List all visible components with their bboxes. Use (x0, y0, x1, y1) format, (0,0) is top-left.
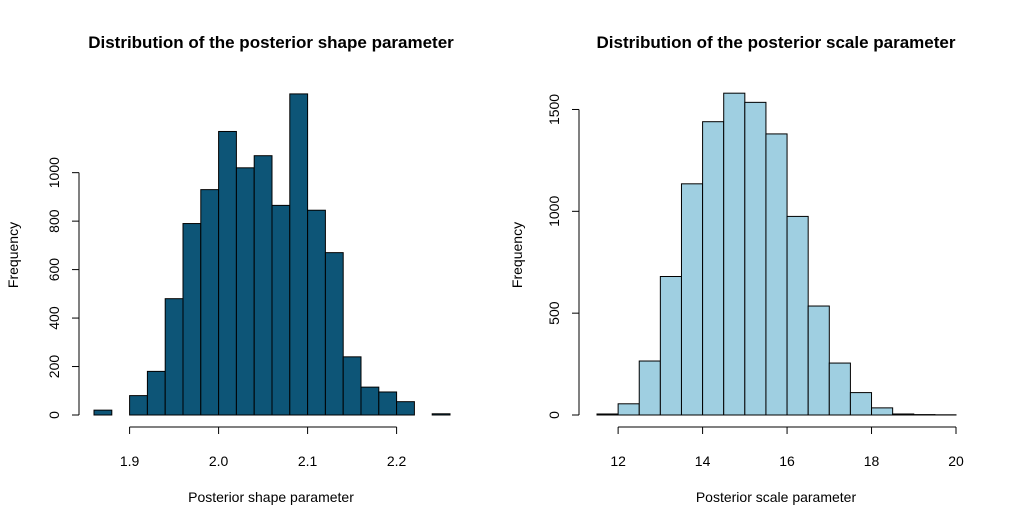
y-tick-label: 1000 (546, 196, 562, 227)
y-tick-label: 500 (546, 301, 562, 325)
histogram-bar (93, 409, 113, 416)
y-axis-label: Frequency (5, 222, 21, 288)
histogram-bar (596, 413, 619, 416)
x-tick-label: 1.9 (120, 453, 140, 469)
y-tick-label: 200 (46, 355, 62, 379)
x-axis: 12 14 16 18 20 (610, 426, 964, 469)
histogram-bar (723, 92, 746, 416)
histogram-bar (892, 413, 915, 416)
histogram-bar (765, 133, 788, 416)
histogram-bar (828, 362, 851, 416)
scale-histogram-panel: Distribution of the posterior scale para… (509, 33, 964, 505)
histogram-bar (253, 155, 273, 416)
histogram-bar (218, 130, 237, 416)
histogram-bar (307, 209, 326, 416)
histogram-bar (431, 413, 451, 416)
shape-histogram-panel: Distribution of the posterior shape para… (5, 33, 454, 505)
histogram-bar (849, 392, 873, 416)
y-axis-label: Frequency (509, 222, 525, 288)
x-axis-label: Posterior shape parameter (188, 489, 354, 505)
histogram-bar (182, 223, 202, 416)
x-tick-label: 2.1 (298, 453, 318, 469)
histogram-bar (617, 403, 640, 416)
histogram-bar (342, 356, 362, 416)
x-tick-label: 12 (610, 453, 626, 469)
histogram-bar (702, 121, 725, 416)
y-tick-label: 600 (46, 258, 62, 282)
histogram-bar (378, 391, 398, 416)
y-tick-label: 1500 (546, 94, 562, 125)
histogram-bar (360, 386, 380, 416)
histogram-bar (164, 298, 184, 416)
x-axis-label: Posterior scale parameter (696, 489, 857, 505)
histogram-bar (638, 360, 661, 416)
x-tick-label: 2.0 (209, 453, 229, 469)
histogram-bar (235, 167, 255, 416)
histogram-bar (271, 204, 291, 416)
x-tick-label: 18 (864, 453, 880, 469)
bars (93, 93, 451, 416)
histogram-bar (200, 189, 220, 416)
histogram-bar (871, 407, 894, 416)
histogram-bar (129, 395, 148, 416)
x-axis: 1.9 2.0 2.1 2.2 (120, 426, 407, 469)
histogram-bar (396, 401, 415, 416)
y-tick-label: 0 (46, 411, 62, 419)
chart-title: Distribution of the posterior shape para… (88, 33, 454, 52)
y-tick-label: 1000 (46, 157, 62, 188)
histogram-bar (659, 276, 682, 416)
bars (596, 92, 957, 416)
histogram-bar (289, 93, 309, 416)
x-tick-label: 20 (948, 453, 964, 469)
histogram-bar (744, 101, 767, 416)
y-tick-label: 800 (46, 209, 62, 233)
y-axis: 0 200 400 600 800 1000 (46, 157, 80, 419)
x-tick-label: 16 (779, 453, 795, 469)
x-tick-label: 2.2 (387, 453, 407, 469)
histogram-bar (146, 370, 166, 416)
y-axis: 0 500 1000 1500 (546, 94, 580, 419)
x-tick-label: 14 (695, 453, 711, 469)
y-tick-label: 0 (546, 411, 562, 419)
histogram-bar (680, 183, 704, 416)
histogram-bar (807, 305, 830, 416)
histogram-bar (786, 215, 809, 416)
chart-title: Distribution of the posterior scale para… (597, 33, 956, 52)
histogram-bar (324, 252, 344, 416)
y-tick-label: 400 (46, 306, 62, 330)
